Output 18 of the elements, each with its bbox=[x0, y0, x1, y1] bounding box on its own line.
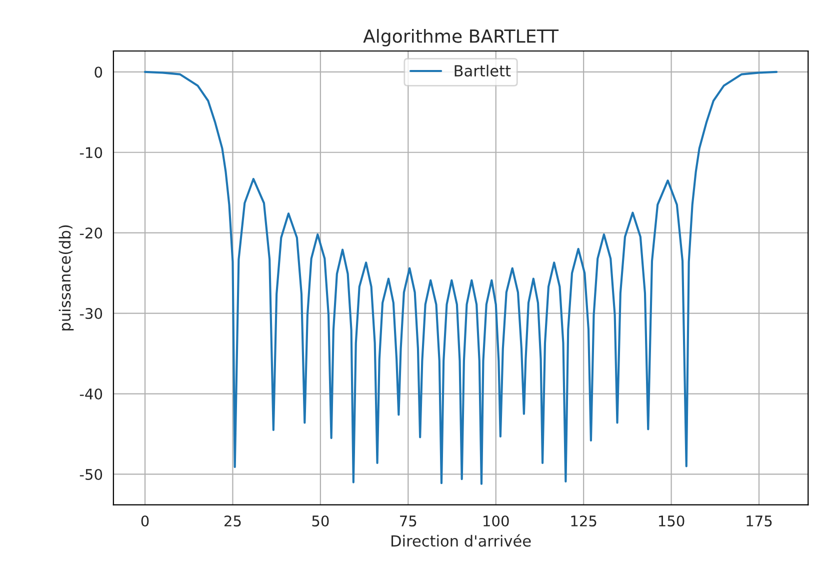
y-tick-label: -50 bbox=[80, 468, 102, 480]
y-tick-label: -30 bbox=[80, 308, 102, 320]
x-tick-label: 75 bbox=[400, 516, 416, 527]
chart-title: Algorithme BARTLETT bbox=[363, 28, 559, 46]
x-tick-label: 125 bbox=[571, 515, 596, 527]
x-tick-label: 100 bbox=[484, 515, 509, 527]
x-axis-title: Direction d'arrivée bbox=[392, 534, 531, 547]
legend-label: Bartlett bbox=[454, 64, 511, 77]
x-tick-label: 50 bbox=[312, 515, 329, 527]
y-tick-label: -40 bbox=[80, 388, 102, 400]
x-tick-label: 0 bbox=[141, 515, 149, 527]
y-tick-label: 0 bbox=[94, 66, 102, 78]
x-tick-label: 150 bbox=[658, 515, 684, 527]
x-tick-label: 25 bbox=[224, 515, 241, 527]
y-tick-label: -10 bbox=[80, 147, 102, 158]
x-tick-label: 175 bbox=[746, 516, 772, 527]
y-tick-label: -20 bbox=[80, 228, 102, 239]
y-axis-title: puissance(db) bbox=[58, 225, 74, 330]
